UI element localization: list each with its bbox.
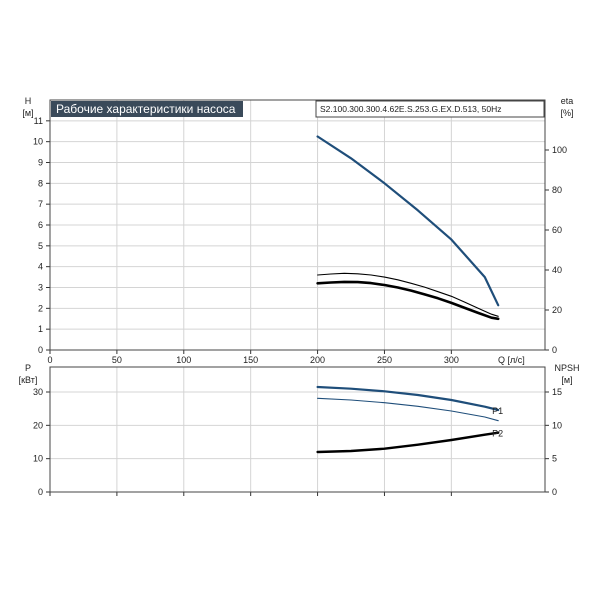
xtick-label: 0 <box>47 355 52 365</box>
top-ytick-left-label: 8 <box>38 178 43 188</box>
bottom-series-line-2 <box>316 431 500 454</box>
top-ytick-left-label: 5 <box>38 241 43 251</box>
top-ytick-left-label: 0 <box>38 345 43 355</box>
top-ytick-left-label: 3 <box>38 283 43 293</box>
top-ylabel-left: H <box>25 96 32 106</box>
bottom-ytick-right-label: 15 <box>552 387 562 397</box>
top-plot-frame <box>49 99 546 351</box>
xaxis-label: Q [л/с] <box>498 355 525 365</box>
top-ytick-left-label: 11 <box>34 116 43 126</box>
bottom-ytick-right-label: 0 <box>552 487 557 497</box>
xtick-label: 300 <box>444 355 459 365</box>
xtick-label: 200 <box>310 355 325 365</box>
top-series-line-0 <box>316 135 500 307</box>
bottom-ylabel-left: P <box>25 363 31 373</box>
top-ylabel-right: eta <box>561 96 574 106</box>
bottom-ytick-left-label: 10 <box>33 454 43 464</box>
top-series-line-1 <box>317 272 499 317</box>
top-ytick-left-label: 9 <box>38 158 43 168</box>
bottom-series-label-p1: P1 <box>492 406 503 416</box>
bottom-plot-frame <box>49 366 546 493</box>
top-ytick-left-label: 7 <box>38 199 43 209</box>
xtick-label: 250 <box>377 355 392 365</box>
title-banner <box>51 101 243 117</box>
bottom-series-label-p2: P2 <box>492 429 503 439</box>
model-code: S2.100.300.300.4.62E.S.253.G.EX.D.513, 5… <box>320 104 501 114</box>
bottom-ylabel-right: NPSH <box>554 363 579 373</box>
xtick-label: 150 <box>243 355 258 365</box>
bottom-ytick-left-label: 0 <box>38 487 43 497</box>
top-ytick-right-label: 20 <box>552 305 562 315</box>
top-ytick-left-label: 2 <box>38 303 43 313</box>
bottom-ytick-left-label: 30 <box>33 387 43 397</box>
top-series-line-2 <box>316 280 500 321</box>
bottom-ytick-right-label: 5 <box>552 454 557 464</box>
top-ytick-right-label: 40 <box>552 265 562 275</box>
bottom-ytick-left-label: 20 <box>33 420 43 430</box>
top-ytick-left-label: 10 <box>33 137 43 147</box>
top-ytick-left-label: 6 <box>38 220 43 230</box>
bottom-yunit-left: [кВт] <box>19 375 38 385</box>
top-ytick-right-label: 0 <box>552 345 557 355</box>
top-yunit-left: [м] <box>22 108 33 118</box>
top-ytick-left-label: 4 <box>38 262 43 272</box>
top-yunit-right: [%] <box>560 108 573 118</box>
xtick-label: 100 <box>176 355 191 365</box>
top-ytick-right-label: 60 <box>552 225 562 235</box>
top-ytick-right-label: 80 <box>552 185 562 195</box>
bottom-series-line-0 <box>316 385 500 412</box>
top-ytick-left-label: 1 <box>38 324 43 334</box>
bottom-series-line-1 <box>317 397 499 422</box>
bottom-ytick-right-label: 10 <box>552 420 562 430</box>
xtick-label: 50 <box>112 355 122 365</box>
model-box <box>315 100 545 118</box>
chart-title: Рабочие характеристики насоса <box>56 102 236 116</box>
top-ytick-right-label: 100 <box>552 145 567 155</box>
bottom-yunit-right: [м] <box>561 375 572 385</box>
